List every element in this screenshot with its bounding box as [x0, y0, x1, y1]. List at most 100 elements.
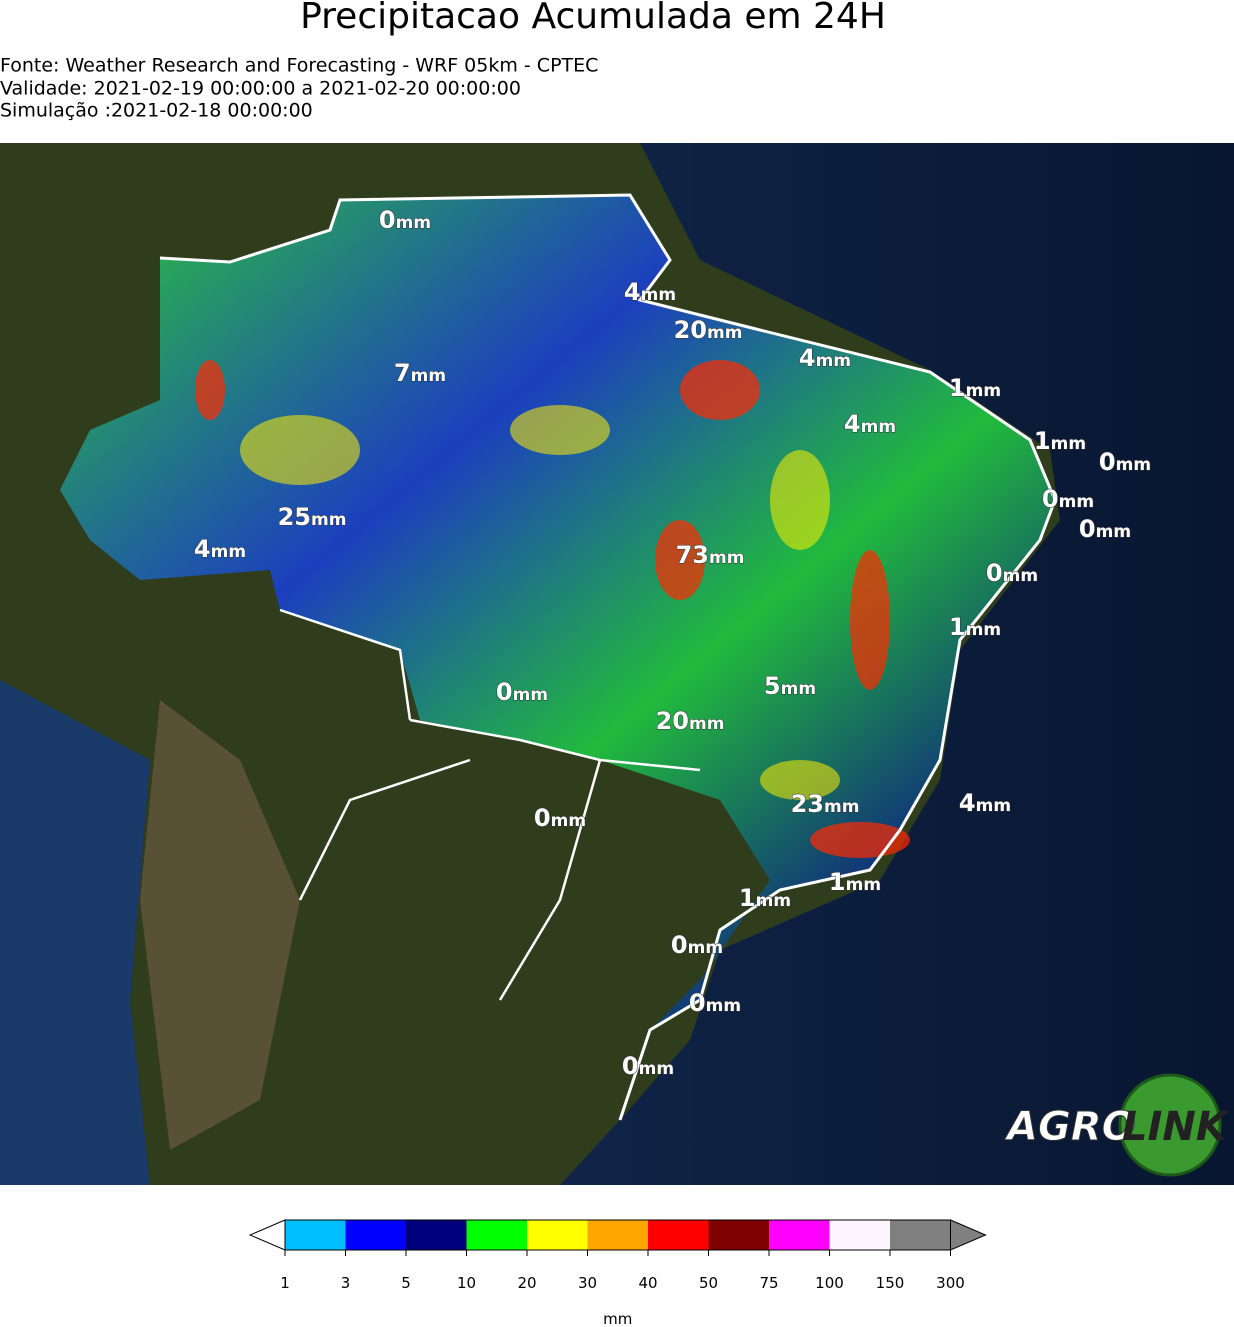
source-line: Fonte: Weather Research and Forecasting …	[0, 55, 598, 77]
rain-label: 73mm	[676, 541, 745, 569]
rain-unit: mm	[688, 938, 723, 958]
colorbar-tick-label: 10	[457, 1274, 476, 1292]
rain-unit: mm	[396, 213, 431, 233]
colorbar-tick-label: 3	[341, 1274, 351, 1292]
rain-value: 7	[394, 359, 411, 387]
rain-value: 23	[791, 790, 824, 818]
rain-value: 4	[844, 410, 861, 438]
rain-unit: mm	[1116, 455, 1151, 475]
rain-label: 4mm	[624, 278, 676, 306]
colorbar-bin	[890, 1220, 951, 1250]
rain-unit: mm	[861, 417, 896, 437]
rain-value: 0	[1099, 448, 1116, 476]
title: Precipitacao Acumulada em 24H	[300, 0, 886, 37]
colorbar-tick-label: 5	[401, 1274, 411, 1292]
rain-value: 0	[671, 931, 688, 959]
andes	[140, 700, 300, 1150]
rain-unit: mm	[707, 323, 742, 343]
colorbar-tick-label: 30	[578, 1274, 597, 1292]
rain-unit: mm	[756, 891, 791, 911]
rain-value: 0	[986, 559, 1003, 587]
rain-value: 0	[534, 804, 551, 832]
rain-label: 0mm	[1079, 515, 1131, 543]
rain-unit: mm	[1003, 566, 1038, 586]
rain-unit: mm	[709, 548, 744, 568]
colorbar-bin	[769, 1220, 830, 1250]
rain-label: 4mm	[844, 410, 896, 438]
rain-value: 25	[278, 503, 311, 531]
colorbar-bin	[829, 1220, 890, 1250]
rain-unit: mm	[824, 797, 859, 817]
rain-label: 20mm	[656, 707, 725, 735]
rain-label: 20mm	[674, 316, 743, 344]
heavy-rain-cells	[195, 360, 910, 858]
colorbar-bin	[285, 1220, 346, 1250]
rain-value: 0	[689, 989, 706, 1017]
rain-value: 4	[799, 344, 816, 372]
colorbar-bin	[708, 1220, 769, 1250]
rain-label: 1mm	[949, 613, 1001, 641]
logo-left: AGRO	[1004, 1104, 1136, 1150]
country-borders	[279, 608, 701, 1001]
rain-value: 0	[379, 206, 396, 234]
colorbar-tick-label: 40	[638, 1274, 657, 1292]
rain-unit: mm	[966, 620, 1001, 640]
rain-value: 0	[1042, 485, 1059, 513]
colorbar-frame	[284, 1219, 951, 1251]
rain-value: 0	[622, 1052, 639, 1080]
rain-label: 0mm	[622, 1052, 674, 1080]
rain-label: 0mm	[689, 989, 741, 1017]
colorbar-over	[950, 1219, 987, 1251]
colorbar-bin	[466, 1220, 527, 1250]
rain-value: 0	[496, 678, 513, 706]
colorbar-bin	[406, 1220, 467, 1250]
precipitation-field	[60, 195, 1055, 1030]
rain-value: 4	[194, 535, 211, 563]
colorbar: 1 3 5 10 20 30 40 50 75 100 150 300 mm	[248, 1219, 987, 1327]
rain-label: 4mm	[799, 344, 851, 372]
simulation-line: Simulação :2021-02-18 00:00:00	[0, 100, 313, 122]
rain-label: 0mm	[1042, 485, 1094, 513]
rain-unit: mm	[311, 510, 346, 530]
rain-value: 73	[676, 541, 709, 569]
rain-unit: mm	[689, 714, 724, 734]
rain-label: 1mm	[739, 884, 791, 912]
colorbar-tick-label: 1	[280, 1274, 290, 1292]
rain-label: 5mm	[764, 672, 816, 700]
rain-value: 4	[959, 789, 976, 817]
rain-value: 0	[1079, 515, 1096, 543]
rain-unit: mm	[966, 381, 1001, 401]
rain-unit: mm	[211, 542, 246, 562]
rain-value: 5	[764, 672, 781, 700]
rain-unit: mm	[816, 351, 851, 371]
colorbar-tick-label: 75	[759, 1274, 778, 1292]
rain-unit: mm	[641, 285, 676, 305]
rain-label: 7mm	[394, 359, 446, 387]
colorbar-under	[248, 1219, 286, 1251]
colorbar-label: mm	[603, 1310, 632, 1327]
rain-label: 0mm	[534, 804, 586, 832]
rain-unit: mm	[1059, 492, 1094, 512]
moderate-rain-cells	[240, 405, 840, 800]
rain-label: 4mm	[194, 535, 246, 563]
rain-unit: mm	[1096, 522, 1131, 542]
rain-label: 1mm	[829, 868, 881, 896]
rain-label: 0mm	[379, 206, 431, 234]
coast-border	[159, 193, 1057, 1121]
rain-label: 23mm	[791, 790, 860, 818]
colorbar-bin	[648, 1220, 709, 1250]
pacific	[0, 680, 150, 1185]
colorbar-tick-label: 300	[936, 1274, 965, 1292]
rain-unit: mm	[411, 366, 446, 386]
validity-line: Validade: 2021-02-19 00:00:00 a 2021-02-…	[0, 78, 521, 100]
rain-value: 1	[1034, 427, 1051, 455]
rain-label: 0mm	[1099, 448, 1151, 476]
colorbar-bin	[527, 1220, 588, 1250]
colorbar-tick-label: 20	[517, 1274, 536, 1292]
rain-unit: mm	[846, 875, 881, 895]
logo-right: LINK	[1122, 1104, 1230, 1150]
colorbar-tick-label: 50	[699, 1274, 718, 1292]
colorbar-tick-label: 100	[815, 1274, 844, 1292]
rain-unit: mm	[551, 811, 586, 831]
